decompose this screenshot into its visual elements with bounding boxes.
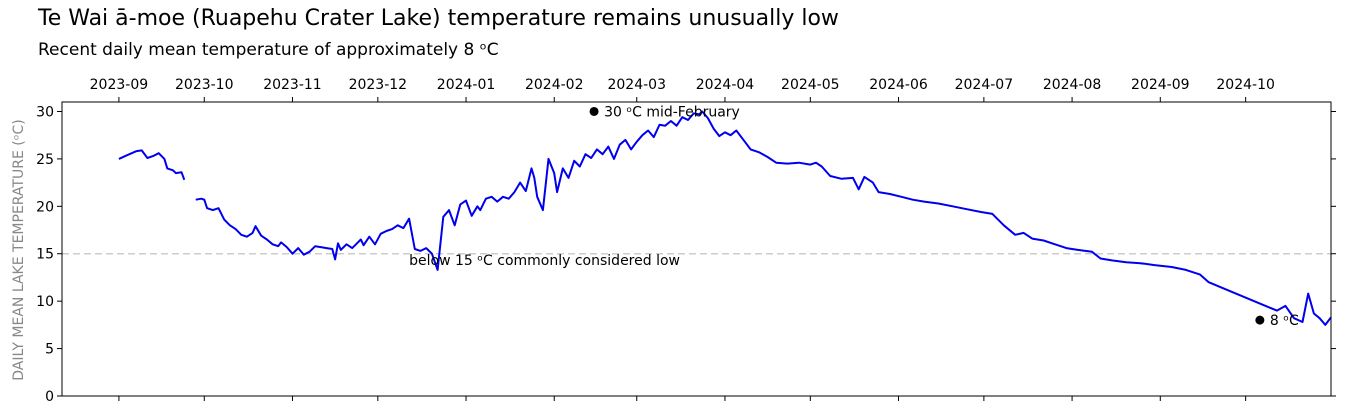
chart-title: Te Wai ā-moe (Ruapehu Crater Lake) tempe… (38, 6, 839, 31)
x-tick-label: 2024-03 (607, 77, 666, 93)
y-tick-label: 5 (45, 342, 54, 358)
annotation-marker (589, 106, 599, 116)
x-tick-label: 2024-02 (525, 77, 584, 93)
x-tick-label: 2024-07 (955, 77, 1014, 93)
y-tick-label: 0 (45, 389, 54, 405)
x-tick-label: 2024-04 (696, 77, 755, 93)
x-tick-label: 2024-06 (869, 77, 928, 93)
axes-layer: 2023-09 2023-10 2023-11 2023-12 2024-01 2024-… (36, 77, 1336, 405)
x-tick-label: 2024-01 (437, 77, 496, 93)
y-tick-label: 30 (36, 104, 54, 120)
chart-subtitle: Recent daily mean temperature of approxi… (38, 40, 499, 60)
x-tick-label: 2023-12 (349, 77, 408, 93)
x-tick-label: 2023-09 (90, 77, 149, 93)
annotation-marker (1255, 315, 1265, 325)
x-tick-label: 2024-10 (1216, 77, 1275, 93)
series-line-segment-0-0 (118, 149, 186, 181)
x-tick-label: 2023-11 (263, 77, 322, 93)
annotation-label: 30 ᵒC mid-February (604, 104, 740, 120)
x-tick-label: 2023-10 (175, 77, 234, 93)
x-tick-label: 2024-08 (1043, 77, 1102, 93)
plot-frame (61, 101, 1332, 397)
y-tick-label: 25 (36, 152, 54, 168)
y-tick-label: 15 (36, 247, 54, 263)
y-tick-label: 10 (36, 294, 54, 310)
reference-line-label: below 15 ᵒC commonly considered low (409, 253, 680, 269)
annotation-layer: 30 ᵒC mid-February 8 ᵒC below 15 ᵒC common… (409, 104, 1299, 329)
series-line-segment-0-1 (195, 110, 1332, 326)
x-tick-label: 2024-09 (1131, 77, 1190, 93)
y-tick-label: 20 (36, 199, 54, 215)
y-axis-label: DAILY MEAN LAKE TEMPERATURE (ᵒC) (11, 119, 27, 381)
series-layer (118, 110, 1332, 326)
annotation-label: 8 ᵒC (1270, 313, 1299, 329)
x-tick-label: 2024-05 (781, 77, 840, 93)
